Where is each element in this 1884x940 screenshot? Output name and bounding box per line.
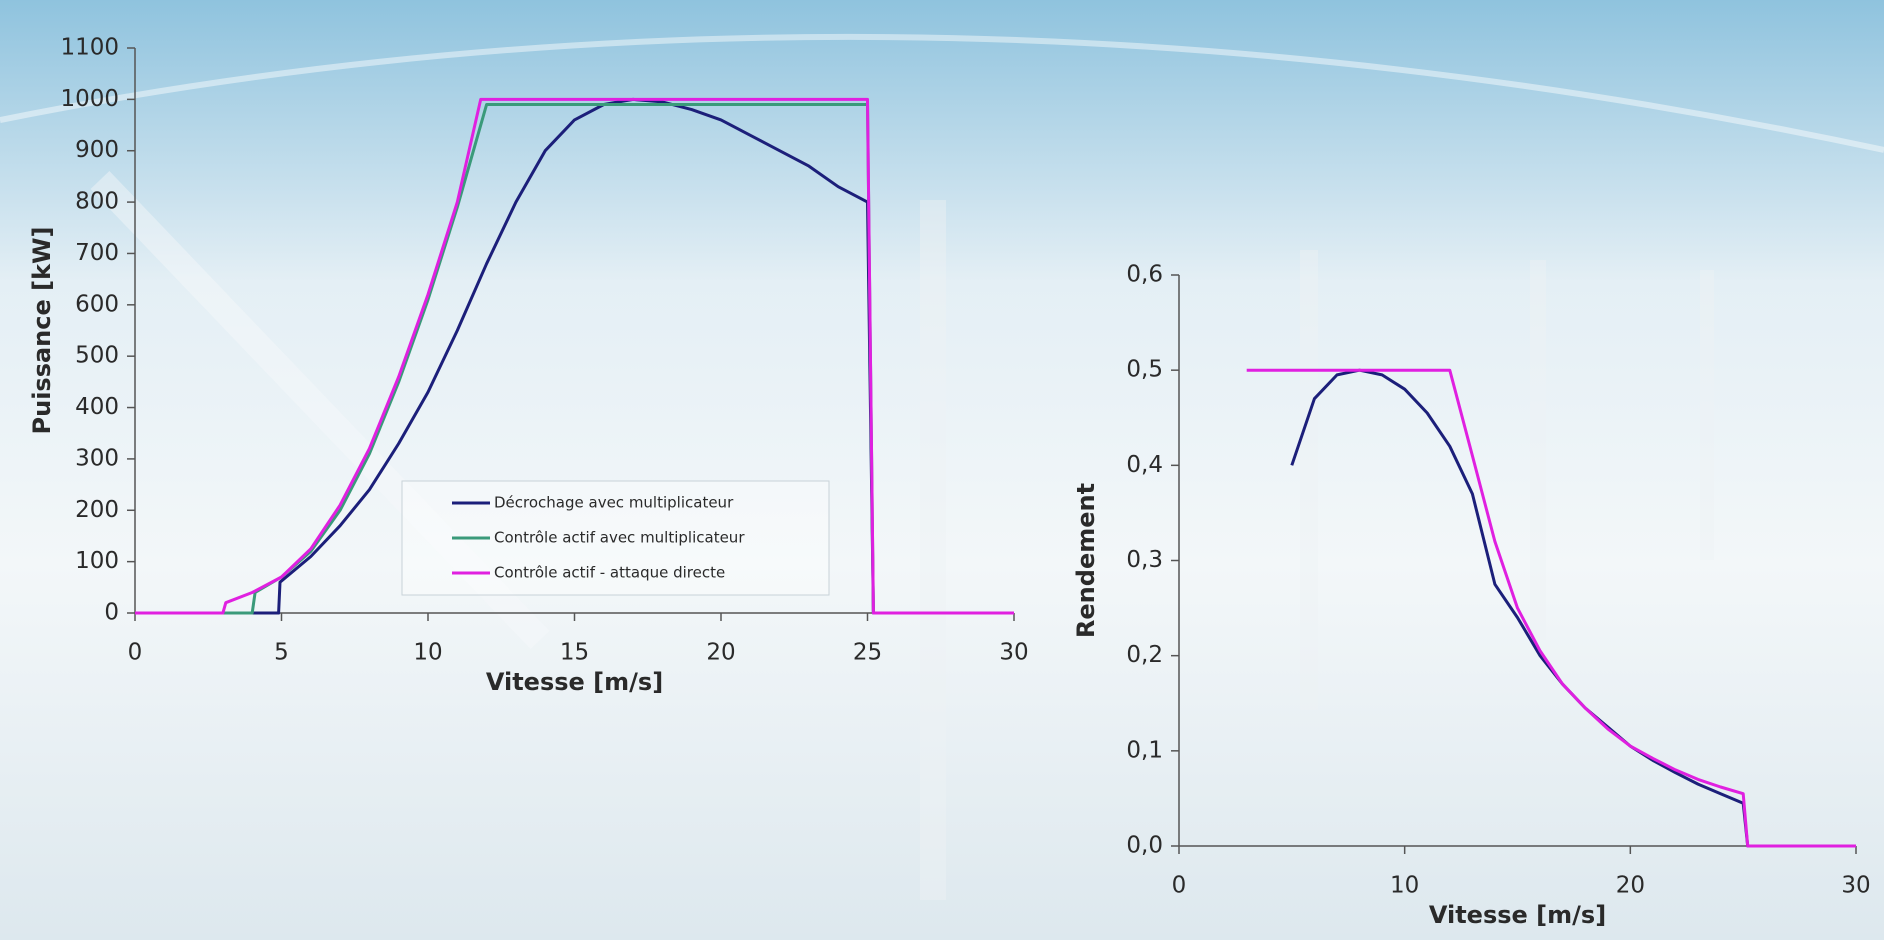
x-tick-label: 0 xyxy=(1172,873,1187,899)
y-tick-label: 600 xyxy=(75,291,119,317)
y-tick-label: 0,0 xyxy=(1126,833,1163,859)
y-tick-label: 0,3 xyxy=(1126,547,1163,573)
x-tick-label: 0 xyxy=(128,640,143,666)
series-line xyxy=(1290,368,1856,848)
y-tick-label: 100 xyxy=(75,548,119,574)
x-tick-label: 5 xyxy=(274,640,289,666)
y-tick-label: 0,5 xyxy=(1126,357,1163,383)
x-tick-label: 30 xyxy=(1841,873,1870,899)
x-axis-title: Vitesse [m/s] xyxy=(486,668,663,696)
legend-label: Contrôle actif - attaque directe xyxy=(494,564,725,582)
series-line xyxy=(1246,368,1856,848)
y-tick-label: 1000 xyxy=(60,86,119,112)
y-tick-label: 900 xyxy=(75,137,119,163)
y-tick-label: 1100 xyxy=(60,35,119,61)
series-line xyxy=(135,97,1014,615)
x-tick-label: 15 xyxy=(560,640,589,666)
decor xyxy=(0,33,1884,900)
x-tick-label: 25 xyxy=(853,640,882,666)
x-tick-label: 20 xyxy=(706,640,735,666)
legend-label: Décrochage avec multiplicateur xyxy=(494,494,734,512)
x-tick-label: 20 xyxy=(1616,873,1645,899)
series-line xyxy=(135,97,1014,615)
y-axis-title: Rendement xyxy=(1072,483,1100,638)
x-tick-label: 10 xyxy=(1390,873,1419,899)
y-tick-label: 0,1 xyxy=(1126,737,1163,763)
y-tick-label: 800 xyxy=(75,189,119,215)
y-tick-label: 400 xyxy=(75,394,119,420)
y-tick-label: 0,2 xyxy=(1126,642,1163,668)
x-tick-label: 30 xyxy=(999,640,1028,666)
y-axis-title: Puissance [kW] xyxy=(28,227,56,435)
y-tick-label: 700 xyxy=(75,240,119,266)
x-axis-title: Vitesse [m/s] xyxy=(1429,901,1606,929)
legend-label: Contrôle actif avec multiplicateur xyxy=(494,529,745,547)
y-tick-label: 300 xyxy=(75,445,119,471)
y-tick-label: 0,4 xyxy=(1126,452,1163,478)
y-tick-label: 0,6 xyxy=(1126,262,1163,288)
y-tick-label: 0 xyxy=(104,600,119,626)
y-tick-label: 200 xyxy=(75,497,119,523)
x-tick-label: 10 xyxy=(413,640,442,666)
y-tick-label: 500 xyxy=(75,343,119,369)
